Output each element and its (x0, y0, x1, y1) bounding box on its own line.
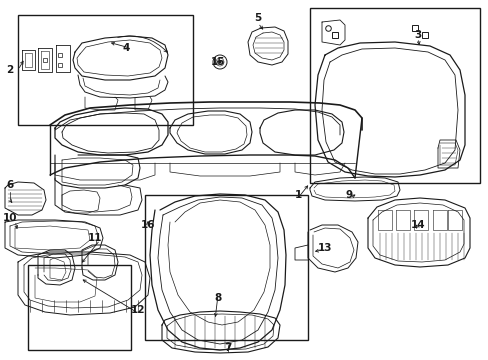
Text: 2: 2 (6, 65, 14, 75)
Text: 7: 7 (224, 343, 231, 353)
Text: 15: 15 (210, 57, 225, 67)
Text: 13: 13 (317, 243, 331, 253)
Bar (309, 8, 479, 183)
Bar (18, 15, 193, 125)
Text: 4: 4 (122, 43, 129, 53)
Text: 10: 10 (3, 213, 17, 223)
Text: 6: 6 (6, 180, 14, 190)
Text: 3: 3 (413, 30, 421, 40)
Bar (145, 195, 307, 340)
Text: 9: 9 (345, 190, 352, 200)
Text: 11: 11 (87, 233, 102, 243)
Text: 5: 5 (254, 13, 261, 23)
Text: 14: 14 (410, 220, 425, 230)
Text: 12: 12 (130, 305, 145, 315)
Text: 1: 1 (294, 190, 301, 200)
Circle shape (218, 60, 221, 63)
Bar (28, 265, 131, 350)
Text: 16: 16 (141, 220, 155, 230)
Text: 8: 8 (214, 293, 221, 303)
